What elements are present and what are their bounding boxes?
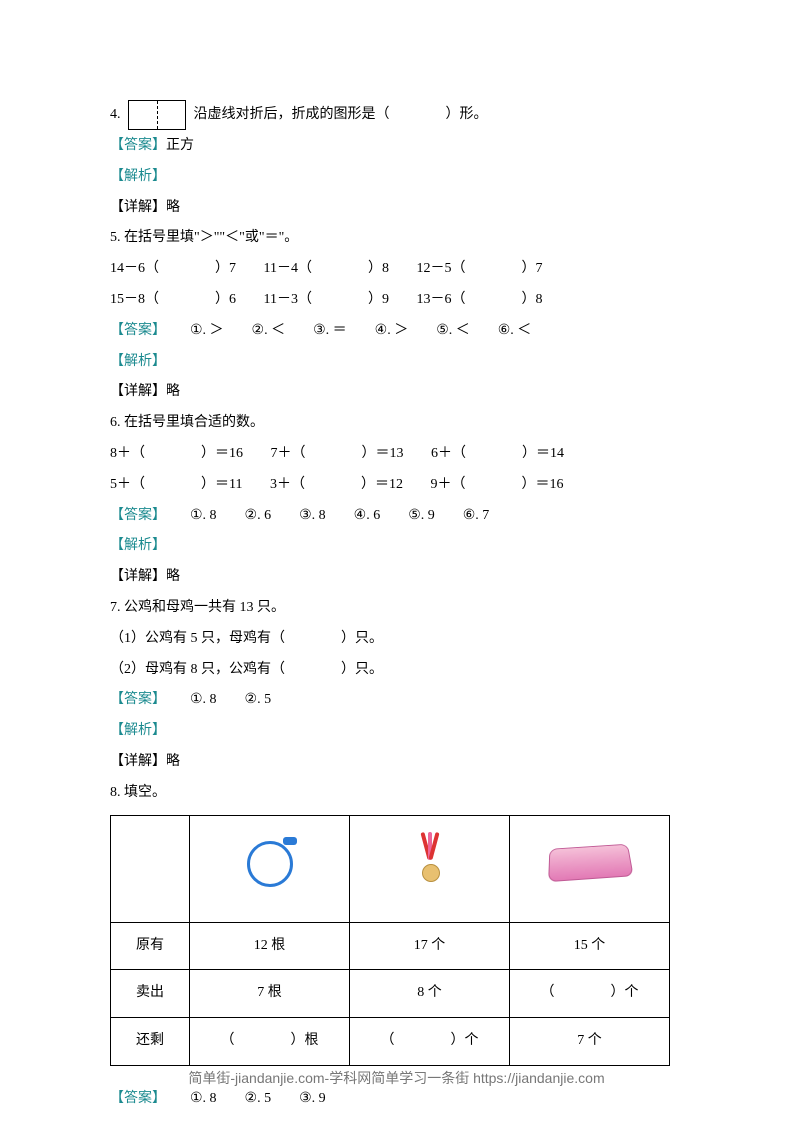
pencil-case-icon (548, 844, 634, 882)
q8-left1: （ ）根 (190, 1018, 350, 1066)
q8-table: 原有 12 根 17 个 15 个 卖出 7 根 8 个 （ ）个 还剩 （ ）… (110, 815, 670, 1066)
q6-answer: 【答案】 ①. 8 ②. 6 ③. 8 ④. 6 ⑤. 9 ⑥. 7 (110, 501, 683, 532)
q6-row1: 8＋（ ）＝16 7＋（ ）＝13 6＋（ ）＝14 (110, 439, 683, 470)
page-footer: 简单街-jiandanjie.com-学科网简单学习一条街 https://ji… (0, 1068, 793, 1088)
q8-sold2: 8 个 (350, 970, 510, 1018)
q4-answer-value: 正方 (166, 138, 194, 153)
q5-detail: 【详解】略 (110, 377, 683, 408)
q4-detail: 【详解】略 (110, 193, 683, 224)
q8-img3 (510, 815, 670, 922)
q4-text: 沿虚线对折后，折成的图形是（ ）形。 (190, 107, 488, 122)
q7-line1: （1）公鸡有 5 只，母鸡有（ ）只。 (110, 624, 683, 655)
document-content: 4. 沿虚线对折后，折成的图形是（ ）形。 【答案】正方 【解析】 【详解】略 … (0, 0, 793, 1115)
q4-answer: 【答案】正方 (110, 131, 683, 162)
q7-answers: ①. 8 ②. 5 (190, 692, 271, 707)
answer-label: 【答案】 (110, 1091, 166, 1106)
answer-label: 【答案】 (110, 508, 166, 523)
q6-r1c: 6＋（ ）＝14 (431, 446, 564, 461)
fold-rectangle-icon (128, 100, 186, 130)
q8-row-original-label: 原有 (111, 922, 190, 970)
q6-detail: 【详解】略 (110, 562, 683, 593)
q8-sold3: （ ）个 (510, 970, 670, 1018)
q6-r1b: 7＋（ ）＝13 (271, 446, 404, 461)
shuttlecock-icon (410, 832, 450, 892)
q8-answers: ①. 8 ②. 5 ③. 9 (190, 1091, 326, 1106)
q5-r2a: 15－8（ ）6 (110, 292, 236, 307)
q6-r2a: 5＋（ ）＝11 (110, 477, 242, 492)
q5-answer: 【答案】 ①. ＞ ②. ＜ ③. ＝ ④. ＞ ⑤. ＜ ⑥. ＜ (110, 316, 683, 347)
q8-left2: （ ）个 (350, 1018, 510, 1066)
q6-r2c: 9＋（ ）＝16 (430, 477, 563, 492)
q8-sold1: 7 根 (190, 970, 350, 1018)
q6-answers: ①. 8 ②. 6 ③. 8 ④. 6 ⑤. 9 ⑥. 7 (190, 508, 489, 523)
q5-r2b: 11－3（ ）9 (264, 292, 389, 307)
table-row: 卖出 7 根 8 个 （ ）个 (111, 970, 670, 1018)
q5-title: 5. 在括号里填"＞""＜"或"＝"。 (110, 223, 683, 254)
q5-r1a: 14－6（ ）7 (110, 261, 236, 276)
q5-r1b: 11－4（ ）8 (264, 261, 389, 276)
q7-analysis-label: 【解析】 (110, 716, 683, 747)
answer-label: 【答案】 (110, 692, 166, 707)
q5-row2: 15－8（ ）6 11－3（ ）9 13－6（ ）8 (110, 285, 683, 316)
q8-row-left-label: 还剩 (111, 1018, 190, 1066)
q5-analysis-label: 【解析】 (110, 347, 683, 378)
q4-number: 4. (110, 107, 124, 122)
q4-analysis-label: 【解析】 (110, 162, 683, 193)
q8-title: 8. 填空。 (110, 778, 683, 809)
q6-r2b: 3＋（ ）＝12 (270, 477, 403, 492)
q6-row2: 5＋（ ）＝11 3＋（ ）＝12 9＋（ ）＝16 (110, 470, 683, 501)
q6-title: 6. 在括号里填合适的数。 (110, 408, 683, 439)
q8-left3: 7 个 (510, 1018, 670, 1066)
q8-img2 (350, 815, 510, 922)
q8-row-sold-label: 卖出 (111, 970, 190, 1018)
q7-detail: 【详解】略 (110, 747, 683, 778)
q7-line2: （2）母鸡有 8 只，公鸡有（ ）只。 (110, 655, 683, 686)
q5-answers: ①. ＞ ②. ＜ ③. ＝ ④. ＞ ⑤. ＜ ⑥. ＜ (190, 323, 531, 338)
q8-orig1: 12 根 (190, 922, 350, 970)
table-row: 原有 12 根 17 个 15 个 (111, 922, 670, 970)
answer-label: 【答案】 (110, 138, 166, 153)
q5-row1: 14－6（ ）7 11－4（ ）8 12－5（ ）7 (110, 254, 683, 285)
q6-r1a: 8＋（ ）＝16 (110, 446, 243, 461)
q8-answer: 【答案】 ①. 8 ②. 5 ③. 9 (110, 1084, 683, 1115)
table-row (111, 815, 670, 922)
table-row: 还剩 （ ）根 （ ）个 7 个 (111, 1018, 670, 1066)
jump-rope-icon (235, 837, 305, 887)
q8-orig3: 15 个 (510, 922, 670, 970)
q8-header-blank (111, 815, 190, 922)
q4-line: 4. 沿虚线对折后，折成的图形是（ ）形。 (110, 100, 683, 131)
q8-img1 (190, 815, 350, 922)
q7-title: 7. 公鸡和母鸡一共有 13 只。 (110, 593, 683, 624)
q8-orig2: 17 个 (350, 922, 510, 970)
q5-r2c: 13－6（ ）8 (416, 292, 542, 307)
q7-answer: 【答案】 ①. 8 ②. 5 (110, 685, 683, 716)
answer-label: 【答案】 (110, 323, 166, 338)
q6-analysis-label: 【解析】 (110, 531, 683, 562)
q5-r1c: 12－5（ ）7 (416, 261, 542, 276)
